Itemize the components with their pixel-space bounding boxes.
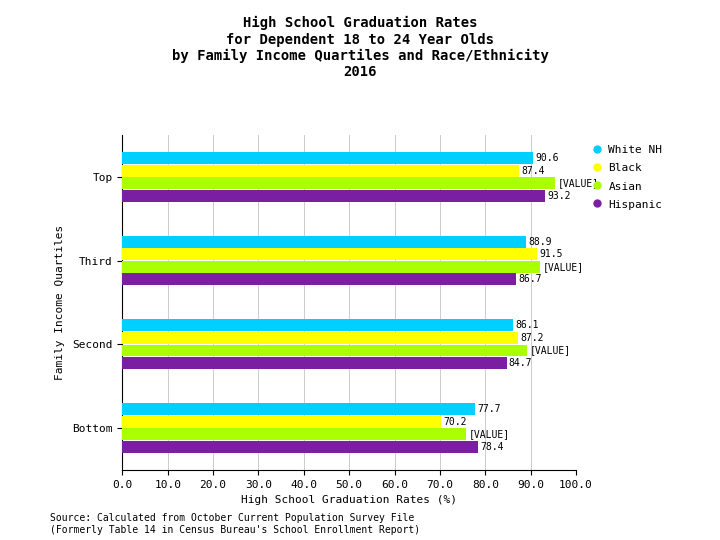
Bar	[122, 177, 555, 189]
Y-axis label: Family Income Quartiles: Family Income Quartiles	[55, 225, 66, 380]
Text: 90.6: 90.6	[536, 153, 559, 163]
Bar	[122, 345, 528, 356]
Text: [VALUE]: [VALUE]	[557, 178, 598, 188]
Text: 78.4: 78.4	[480, 442, 504, 452]
Bar	[122, 190, 545, 201]
Text: [VALUE]: [VALUE]	[542, 262, 583, 272]
Bar	[122, 332, 518, 344]
Text: 93.2: 93.2	[547, 191, 571, 201]
Text: 88.9: 88.9	[528, 237, 552, 247]
Bar	[122, 320, 513, 332]
Text: 70.2: 70.2	[443, 417, 467, 427]
Text: High School Graduation Rates
for Dependent 18 to 24 Year Olds
by Family Income Q: High School Graduation Rates for Depende…	[171, 16, 549, 79]
Bar	[122, 236, 526, 248]
Text: 86.7: 86.7	[518, 274, 541, 285]
Text: 77.7: 77.7	[477, 404, 500, 414]
Bar	[122, 403, 475, 415]
Bar	[122, 261, 540, 273]
Text: 87.4: 87.4	[521, 166, 544, 176]
Bar	[122, 416, 441, 428]
Legend: White NH, Black, Asian, Hispanic: White NH, Black, Asian, Hispanic	[590, 140, 666, 213]
Bar	[122, 357, 507, 369]
Text: 84.7: 84.7	[509, 358, 532, 368]
Bar	[122, 428, 467, 440]
Text: Source: Calculated from October Current Population Survey File
(Formerly Table 1: Source: Calculated from October Current …	[50, 513, 420, 535]
X-axis label: High School Graduation Rates (%): High School Graduation Rates (%)	[241, 495, 457, 505]
Text: 87.2: 87.2	[521, 333, 544, 343]
Text: [VALUE]: [VALUE]	[530, 346, 571, 355]
Text: 91.5: 91.5	[540, 249, 563, 259]
Text: [VALUE]: [VALUE]	[469, 429, 510, 439]
Bar	[122, 152, 534, 164]
Bar	[122, 165, 519, 177]
Bar	[122, 441, 478, 453]
Bar	[122, 273, 516, 285]
Bar	[122, 248, 537, 260]
Text: 86.1: 86.1	[516, 320, 539, 330]
